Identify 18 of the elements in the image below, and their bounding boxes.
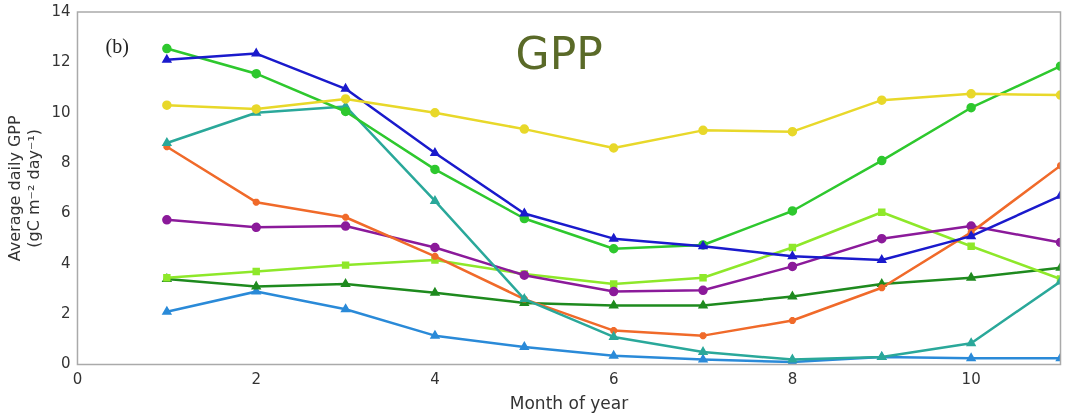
annotation: (b)	[105, 35, 129, 59]
x-tick-label: 6	[608, 370, 619, 389]
y-tick-label: 12	[51, 52, 71, 71]
y-tick-label: 0	[60, 354, 71, 373]
y-tick-label: 8	[60, 153, 71, 171]
y-tick-label: 6	[60, 203, 71, 222]
annotation: GPP	[515, 28, 603, 80]
y-tick-label: 10	[51, 102, 71, 121]
y-tick-label: 4	[60, 253, 71, 272]
x-tick-label: 8	[787, 370, 798, 389]
y-axis-title: Average daily GPP (gC m⁻² day⁻¹)	[4, 115, 43, 262]
x-axis-title: Month of year	[509, 393, 629, 414]
x-tick-label: 4	[430, 370, 440, 389]
x-tick-label: 0	[72, 370, 83, 389]
x-tick-label: 2	[251, 370, 261, 389]
y-tick-label: 2	[60, 304, 71, 323]
x-tick-label: 10	[961, 370, 981, 389]
y-tick-label: 14	[51, 1, 71, 20]
